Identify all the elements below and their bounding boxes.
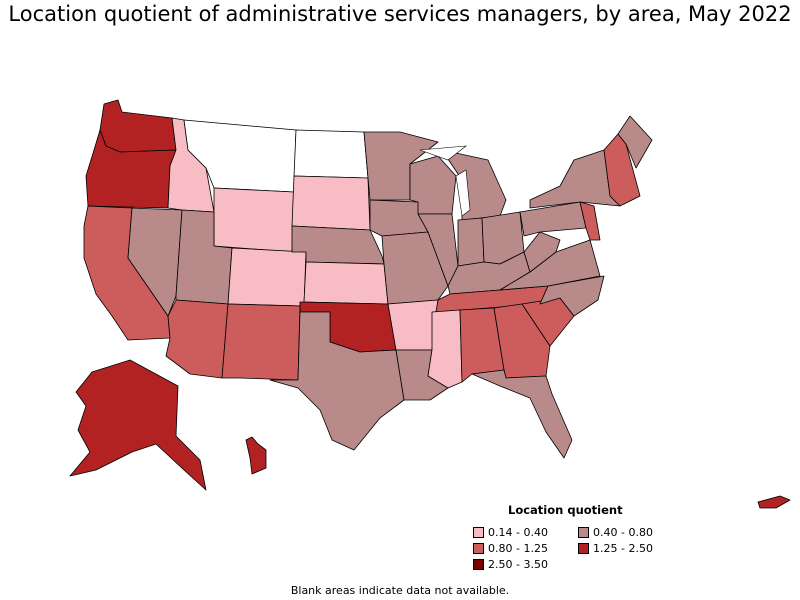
state-WY bbox=[213, 187, 295, 253]
state-TX bbox=[269, 311, 405, 451]
legend-title: Location quotient bbox=[508, 503, 623, 517]
state-ND bbox=[293, 129, 369, 179]
state-AK bbox=[69, 359, 207, 491]
legend-item: 0.80 - 1.25 bbox=[473, 541, 578, 555]
state-FL bbox=[471, 369, 573, 459]
state-NJ-MD-DE bbox=[579, 201, 601, 241]
legend-label: 1.25 - 2.50 bbox=[593, 541, 653, 555]
lake-superior bbox=[419, 145, 467, 161]
state-CO bbox=[227, 247, 307, 307]
page-title: Location quotient of administrative serv… bbox=[8, 2, 792, 26]
legend-swatch bbox=[473, 542, 484, 554]
data-note: Blank areas indicate data not available. bbox=[290, 584, 510, 597]
state-AZ bbox=[165, 299, 229, 379]
state-AR bbox=[387, 299, 439, 351]
legend-item: 0.40 - 0.80 bbox=[578, 525, 673, 539]
state-SD bbox=[291, 175, 371, 231]
state-NV bbox=[127, 207, 183, 317]
state-WV bbox=[523, 231, 561, 273]
state-HI bbox=[245, 436, 267, 475]
legend-label: 0.14 - 0.40 bbox=[488, 525, 548, 539]
state-PA bbox=[519, 201, 587, 237]
legend-label: 0.80 - 1.25 bbox=[488, 541, 548, 555]
legend-label: 2.50 - 3.50 bbox=[488, 557, 548, 571]
state-NM bbox=[221, 303, 301, 381]
legend-item: 1.25 - 2.50 bbox=[578, 541, 673, 555]
legend: Location quotient 0.14 - 0.40 0.40 - 0.8… bbox=[470, 503, 670, 571]
state-MS bbox=[427, 309, 463, 389]
legend-item: 0.14 - 0.40 bbox=[473, 525, 578, 539]
legend-label: 0.40 - 0.80 bbox=[593, 525, 653, 539]
legend-swatch bbox=[473, 558, 484, 570]
legend-swatch bbox=[578, 526, 589, 538]
state-NE bbox=[291, 225, 385, 265]
legend-swatch bbox=[473, 526, 484, 538]
state-PR bbox=[757, 495, 791, 509]
state-ME bbox=[617, 115, 653, 169]
state-KS bbox=[303, 261, 389, 305]
legend-swatch bbox=[578, 542, 589, 554]
state-WA bbox=[99, 99, 177, 153]
state-IN bbox=[457, 217, 485, 267]
lake-michigan bbox=[455, 169, 471, 217]
legend-item: 2.50 - 3.50 bbox=[473, 557, 578, 571]
